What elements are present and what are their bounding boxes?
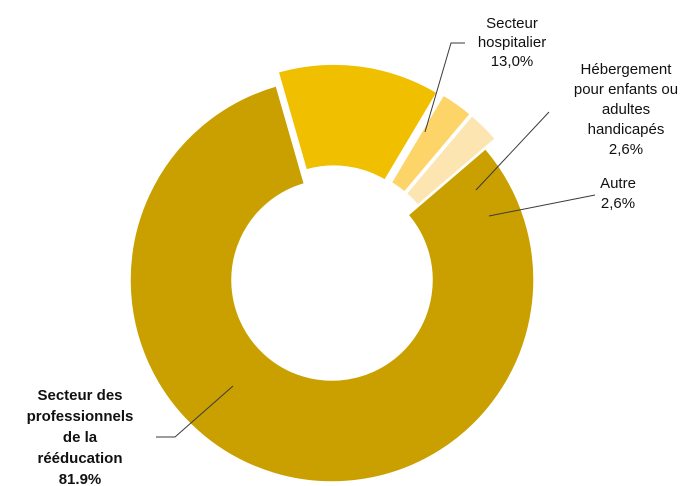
- label-value: 13,0%: [491, 53, 534, 70]
- label-line: professionnels: [27, 408, 134, 425]
- leader-line-secteur-hospitalier: [424, 42, 465, 133]
- label-value: 2,6%: [609, 141, 643, 158]
- label-line: adultes: [602, 101, 650, 118]
- label-secteur-hospitalier: Secteur hospitalier 13,0%: [478, 15, 546, 70]
- leader-line-secteur-des-professionnels-de-la-reeducation: [156, 385, 234, 438]
- leader-line-hebergement-pour-enfants-ou-adultes-handicapes: [475, 111, 550, 191]
- label-line: rééducation: [37, 450, 122, 467]
- slice-hebergement-pour-enfants-ou-adultes-handicapes: [390, 93, 472, 194]
- label-value: 81.9%: [59, 471, 102, 486]
- label-line: pour enfants ou: [574, 81, 678, 98]
- label-line: hospitalier: [478, 34, 546, 51]
- slice-autre: [405, 114, 497, 207]
- label-line: Hébergement: [581, 61, 673, 78]
- slice-secteur-des-professionnels-de-la-reeducation: [129, 84, 535, 483]
- label-line: handicapés: [588, 121, 665, 138]
- label-line: Secteur des: [37, 387, 122, 404]
- label-secteur-des-professionnels-de-la-reeducation: Secteur des professionnels de la rééducatio…: [27, 387, 134, 486]
- label-autre: Autre 2,6%: [600, 175, 636, 212]
- label-value: 2,6%: [601, 195, 635, 212]
- label-hebergement-pour-enfants-ou-adultes-handicapes: Hébergement pour enfants ou adultes handica…: [574, 61, 678, 158]
- label-line: Secteur: [486, 15, 538, 32]
- label-line: de la: [63, 429, 98, 446]
- label-line: Autre: [600, 175, 636, 192]
- leader-line-autre: [488, 194, 596, 217]
